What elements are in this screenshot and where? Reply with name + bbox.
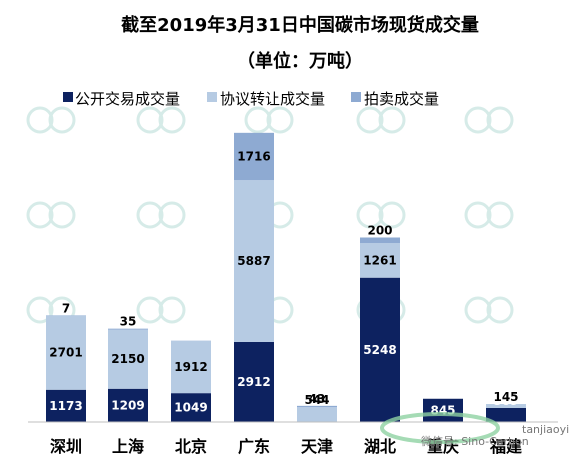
watermark-ring (488, 108, 512, 132)
legend-swatch-public (63, 92, 73, 102)
value-label-广东-2: 1716 (237, 149, 270, 163)
bar-segment-天津-1 (297, 407, 337, 422)
value-label-天津-2: 43 (309, 392, 326, 406)
watermark-ring (466, 298, 490, 322)
legend-swatch-auction (351, 92, 361, 102)
bars-group (46, 133, 526, 422)
category-label-上海: 上海 (112, 437, 144, 456)
watermark-ring (488, 203, 512, 227)
watermark-ring (50, 203, 74, 227)
value-label-上海-1: 2150 (111, 352, 144, 366)
watermark-ring (160, 108, 184, 132)
footer-watermark: 微信号: Sino-Carbon tanjiaoyi (382, 414, 569, 448)
value-label-福建-1: 145 (493, 390, 518, 404)
watermark-ring (138, 298, 162, 322)
watermark-ring (28, 203, 52, 227)
watermark-ring (28, 108, 52, 132)
footer-wechat: 微信号: Sino-Carbon (421, 434, 529, 448)
legend-label-public: 公开交易成交量 (75, 90, 180, 108)
watermark-ring (466, 108, 490, 132)
watermark-ring (380, 108, 404, 132)
value-label-深圳-1: 2701 (49, 346, 82, 360)
watermark-ring (138, 108, 162, 132)
value-label-广东-1: 5887 (237, 254, 270, 268)
value-label-北京-1: 1912 (174, 360, 207, 374)
watermark-ring (160, 203, 184, 227)
category-label-北京: 北京 (175, 437, 207, 456)
watermark-ring (358, 108, 382, 132)
value-label-深圳-2: 7 (62, 301, 70, 315)
category-label-深圳: 深圳 (50, 437, 82, 456)
value-label-湖北-0: 5248 (363, 343, 396, 357)
watermark-ring (160, 298, 184, 322)
value-label-湖北-2: 200 (367, 224, 392, 238)
chart-legend: 公开交易成交量 协议转让成交量 拍卖成交量 (63, 90, 439, 108)
legend-swatch-negotiated (207, 92, 217, 102)
value-label-上海-0: 1209 (111, 398, 144, 412)
category-label-广东: 广东 (238, 437, 270, 456)
bar-segment-湖北-2 (360, 238, 400, 244)
value-label-湖北-1: 1261 (363, 253, 396, 267)
legend-label-auction: 拍卖成交量 (364, 90, 439, 108)
watermark-ring (50, 108, 74, 132)
chart-title: 截至2019年3月31日中国碳市场现货成交量 (121, 14, 479, 36)
watermark-ring (138, 203, 162, 227)
value-label-上海-2: 35 (120, 315, 137, 329)
bar-segment-上海-2 (108, 329, 148, 330)
value-label-北京-0: 1049 (174, 401, 207, 415)
footer-site: tanjiaoyi (522, 423, 569, 436)
value-label-深圳-0: 1173 (49, 399, 82, 413)
legend-label-negotiated: 协议转让成交量 (220, 90, 325, 108)
watermark-ring (466, 203, 490, 227)
watermark-ring (246, 108, 270, 132)
category-label-天津: 天津 (301, 437, 333, 456)
value-label-广东-0: 2912 (237, 375, 270, 389)
category-label-湖北: 湖北 (364, 437, 396, 456)
watermark-ring (268, 108, 292, 132)
watermark-ring (488, 298, 512, 322)
chart-subtitle: （单位：万吨） (237, 50, 363, 72)
